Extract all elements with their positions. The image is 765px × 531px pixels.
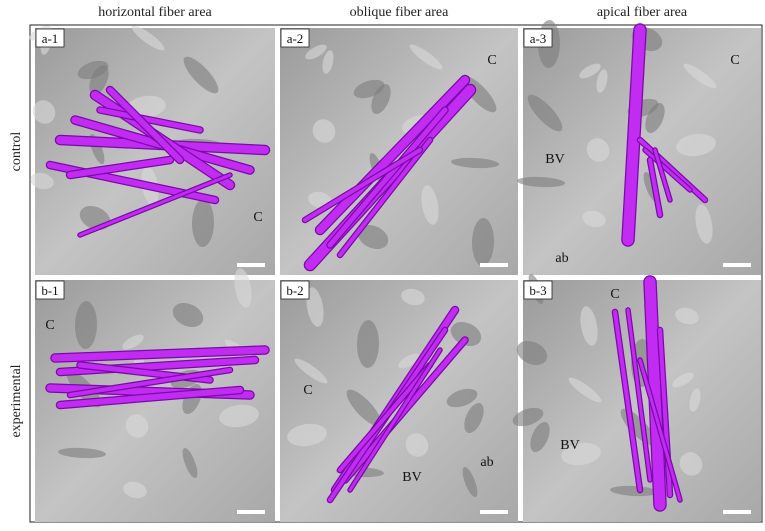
annotation: C <box>730 53 739 68</box>
scale-bar <box>237 263 265 267</box>
panel: a-3 C BV ab <box>517 20 761 275</box>
annotation: C <box>253 210 262 225</box>
panel: b-1 C <box>35 267 275 522</box>
panel: b-3 C BV <box>510 272 761 522</box>
scale-bar <box>480 510 508 514</box>
row-label: experimental <box>9 364 24 437</box>
annotation: BV <box>402 470 421 485</box>
scale-bar <box>480 263 508 267</box>
panel-label: a-2 <box>287 31 304 46</box>
annotation: C <box>303 383 312 398</box>
annotation: ab <box>480 455 493 470</box>
panel-label: b-1 <box>41 283 58 298</box>
figure: horizontal fiber area oblique fiber area a… <box>0 0 765 526</box>
column-header: oblique fiber area <box>350 5 450 20</box>
column-header: horizontal fiber area <box>98 5 212 20</box>
scale-bar <box>723 510 751 514</box>
annotation: BV <box>560 438 579 453</box>
column-header: apical fiber area <box>597 5 688 20</box>
scale-bar <box>237 510 265 514</box>
panel-label: b-2 <box>286 283 303 298</box>
panel: b-2 C BV ab <box>280 280 518 522</box>
panel-label: a-3 <box>530 31 547 46</box>
row-label: control <box>9 132 24 172</box>
scale-bar <box>723 263 751 267</box>
panel: a-2 C <box>280 28 518 275</box>
annotation: C <box>610 287 619 302</box>
panel-label: b-3 <box>529 283 546 298</box>
panel: a-1 C <box>27 22 275 275</box>
annotation: C <box>45 318 54 333</box>
annotation: ab <box>555 251 568 266</box>
annotation: C <box>487 53 496 68</box>
annotation: BV <box>545 152 564 167</box>
panel-label: a-1 <box>42 31 59 46</box>
